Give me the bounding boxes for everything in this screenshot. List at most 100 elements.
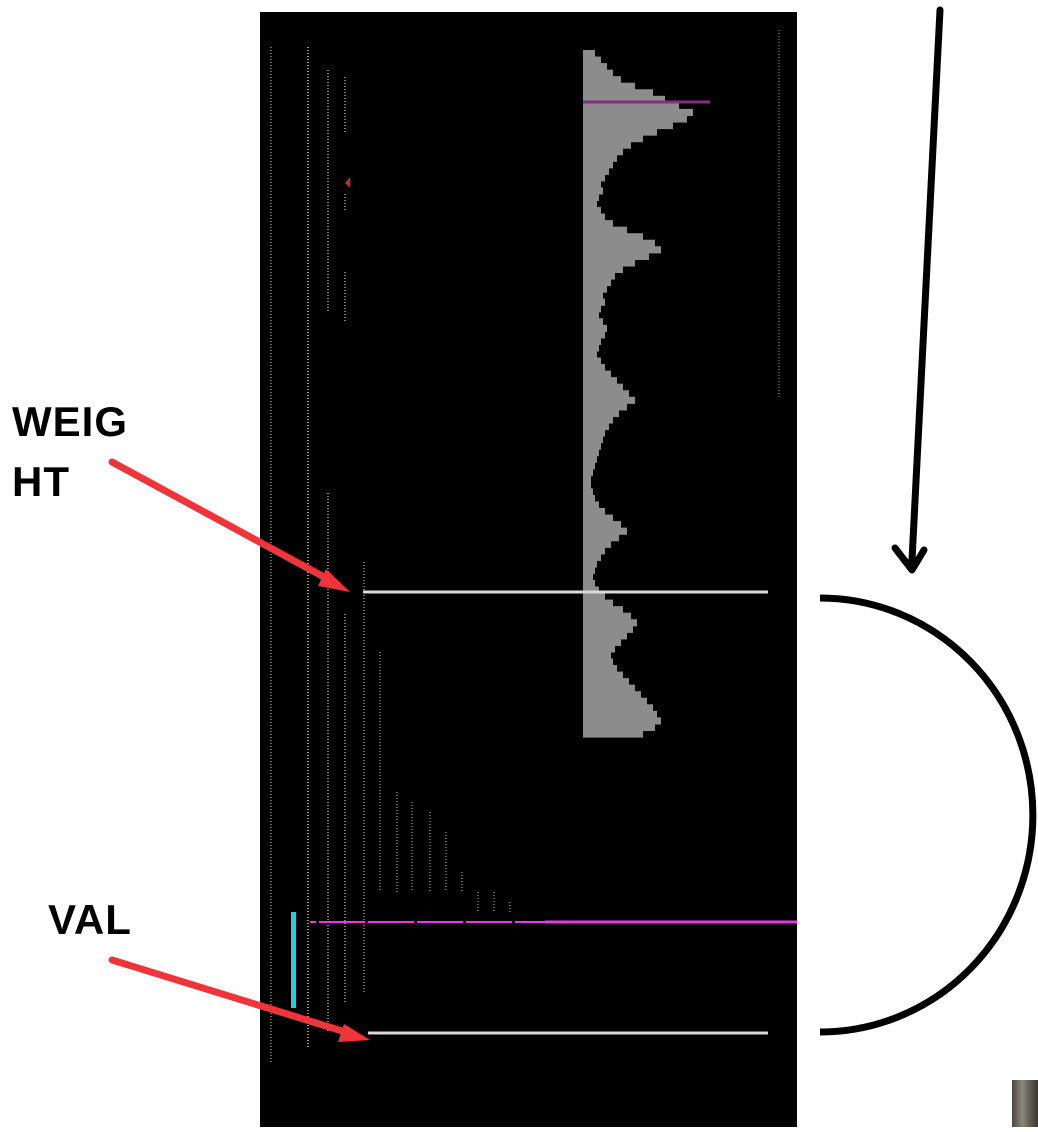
profile-bar-55 [583, 409, 619, 417]
profile-bar-37 [583, 292, 603, 300]
profile-bar-68 [583, 494, 595, 503]
profile-bar-14 [583, 141, 631, 149]
trace-gap [324, 312, 332, 492]
profile-bar-60 [583, 442, 601, 450]
profile-bar-62 [583, 455, 597, 463]
profile-bar-72 [583, 521, 621, 529]
pointer-arrow-head [891, 544, 928, 574]
trace-gap [341, 322, 349, 612]
profile-bar-36 [583, 285, 607, 293]
profile-bar-25 [583, 213, 605, 221]
profile-bar-22 [583, 193, 599, 202]
profile-bar-61 [583, 449, 599, 457]
profile-bar-7 [583, 95, 665, 103]
profile-bar-104 [583, 730, 643, 738]
profile-bar-58 [583, 429, 605, 437]
profile-bar-43 [583, 331, 605, 339]
profile-bar-63 [583, 462, 595, 470]
val-arrow-head [338, 1024, 370, 1042]
profile-bar-6 [583, 89, 653, 97]
profile-bar-41 [583, 318, 603, 326]
profile-bar-93 [583, 658, 613, 666]
profile-bar-85 [583, 606, 623, 614]
profile-bar-94 [583, 665, 617, 673]
profile-bar-88 [583, 625, 633, 633]
profile-bar-44 [583, 337, 601, 346]
profile-bar-80 [583, 573, 593, 581]
profile-bar-49 [583, 370, 611, 378]
profile-bar-57 [583, 422, 609, 431]
pointer-arrow-shaft [908, 6, 944, 564]
profile-bar-97 [583, 684, 635, 692]
weight-arrow-shaft [108, 458, 339, 587]
volume-profile-chart [270, 30, 797, 1062]
profile-bar-26 [583, 220, 613, 228]
profile-bar-0 [583, 50, 595, 58]
profile-bar-50 [583, 377, 617, 385]
profile-bar-42 [583, 324, 607, 332]
profile-bar-74 [583, 534, 619, 542]
cyan-bar [291, 912, 296, 1008]
profile-bar-64 [583, 468, 593, 476]
profile-bar-101 [583, 710, 657, 718]
profile-bar-35 [583, 279, 611, 287]
profile-bar-1 [583, 56, 601, 64]
profile-bar-23 [583, 200, 597, 208]
profile-bar-45 [583, 344, 599, 352]
profile-bar-79 [583, 566, 595, 575]
profile-bar-17 [583, 161, 613, 169]
profile-bar-96 [583, 678, 629, 686]
profile-bar-9 [583, 108, 693, 117]
profile-bar-53 [583, 396, 635, 404]
profile-bar-87 [583, 619, 637, 627]
profile-bar-40 [583, 311, 599, 319]
profile-bar-48 [583, 364, 605, 372]
trace-gap [341, 212, 349, 272]
profile-bar-5 [583, 82, 635, 90]
red-marker-icon [345, 177, 350, 188]
profile-bar-38 [583, 298, 605, 306]
profile-bar-12 [583, 128, 657, 136]
profile-bar-91 [583, 645, 615, 653]
profile-bar-71 [583, 514, 613, 522]
profile-bar-92 [583, 651, 611, 660]
profile-bar-8 [583, 102, 679, 110]
val-label: VAL [48, 896, 132, 943]
profile-bar-18 [583, 167, 609, 175]
profile-bar-27 [583, 226, 627, 234]
profile-bar-10 [583, 115, 687, 123]
profile-bar-30 [583, 246, 661, 254]
profile-bar-81 [583, 579, 595, 588]
profile-bar-75 [583, 540, 611, 548]
profile-bar-103 [583, 723, 655, 732]
profile-bar-21 [583, 187, 603, 195]
profile-bar-65 [583, 475, 591, 483]
profile-bar-54 [583, 403, 627, 411]
profile-bar-90 [583, 638, 621, 646]
profile-bar-102 [583, 717, 661, 725]
profile-bar-59 [583, 436, 603, 444]
profile-bar-32 [583, 259, 635, 267]
profile-bar-4 [583, 76, 621, 84]
profile-bar-73 [583, 527, 627, 535]
weight-label: WEIG HT [12, 392, 128, 512]
profile-bar-76 [583, 547, 605, 555]
chart-panel [260, 12, 797, 1127]
val-arrow-shaft [108, 956, 359, 1039]
profile-bar-78 [583, 560, 597, 568]
thumbnail-image [1012, 1080, 1038, 1127]
profile-bar-95 [583, 671, 623, 679]
profile-bar-83 [583, 593, 605, 601]
profile-bar-11 [583, 121, 673, 130]
trace-gap [341, 132, 349, 192]
profile-bar-56 [583, 416, 613, 424]
profile-bar-33 [583, 265, 623, 274]
profile-bar-13 [583, 135, 643, 143]
profile-bar-46 [583, 350, 597, 359]
profile-bar-98 [583, 691, 641, 699]
profile-bar-34 [583, 272, 615, 280]
profile-bar-2 [583, 63, 607, 71]
weight-arrow-head [318, 569, 350, 592]
profile-bar-100 [583, 704, 653, 712]
